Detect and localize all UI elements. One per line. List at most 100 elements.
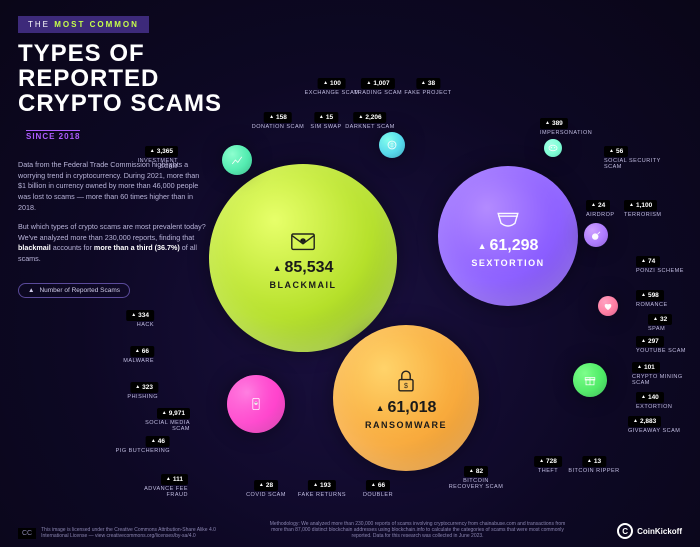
heart-icon: [600, 298, 616, 314]
bubble-giveaway: [573, 363, 607, 397]
tag-label: COVID SCAM: [246, 492, 286, 499]
bomb-icon: [588, 227, 604, 243]
tag-label: DOUBLER: [363, 492, 393, 499]
bubble-label: BLACKMAIL: [270, 280, 337, 290]
bubble-sextortion: 61,298 SEXTORTION: [438, 166, 578, 306]
bubble-value: 61,018: [376, 399, 437, 417]
bubble-label: SEXTORTION: [471, 258, 544, 268]
tag-count: 24: [586, 200, 610, 211]
count-tag: 100EXCHANGE SCAM: [305, 78, 360, 96]
tag-count: 2,206: [353, 112, 386, 123]
bubble-investment: [222, 145, 252, 175]
tag-label: GIVEAWAY SCAM: [628, 428, 680, 435]
count-tag: 56SOCIAL SECURITY SCAM: [604, 146, 664, 171]
count-tag: 389IMPERSONATION: [540, 118, 592, 136]
tag-label: EXCHANGE SCAM: [305, 90, 360, 97]
license-text: This image is licensed under the Creativ…: [41, 527, 218, 539]
count-tag: 193FAKE RETURNS: [298, 480, 346, 498]
bubble-darknet: [379, 132, 405, 158]
bubble-value: 61,298: [478, 237, 539, 255]
tag-count: 1,100: [624, 200, 657, 211]
tag-count: 389: [540, 118, 568, 129]
tag-count: 38: [416, 78, 440, 89]
count-tag: 728THEFT: [534, 456, 562, 474]
tag-label: ROMANCE: [636, 302, 668, 309]
count-tag: 158DONATION SCAM: [252, 112, 305, 130]
tag-count: 74: [636, 256, 660, 267]
tag-count: 728: [534, 456, 562, 467]
tag-label: YOUTUBE SCAM: [636, 348, 686, 355]
count-tag: 2,883GIVEAWAY SCAM: [628, 416, 680, 434]
tag-label: TRADING SCAM: [354, 90, 402, 97]
gift-icon: [582, 372, 598, 388]
bubble-blackmail: 85,534 BLACKMAIL: [209, 164, 397, 352]
mail-skull-icon: [289, 227, 317, 255]
tag-label: HACK: [137, 322, 154, 329]
tag-count: 2,883: [628, 416, 661, 427]
tag-label: SOCIAL SECURITY SCAM: [604, 158, 664, 171]
cc-icon: CC: [18, 528, 36, 539]
tag-label: PIG BUTCHERING: [116, 448, 170, 455]
count-tag: 32SPAM: [648, 314, 672, 332]
tag-count: 101: [632, 362, 660, 373]
underwear-icon: [494, 205, 522, 233]
tag-count: 13: [582, 456, 606, 467]
tag-count: 66: [130, 346, 154, 357]
phone-skull-icon: [248, 396, 264, 412]
tag-label: EXTORTION: [636, 404, 672, 411]
tag-count: 598: [636, 290, 664, 301]
tag-count: 56: [604, 146, 628, 157]
tag-label: DARKNET SCAM: [345, 124, 395, 131]
tag-count: 46: [146, 436, 170, 447]
tag-label: PHISHING: [127, 394, 158, 401]
tag-label: TERRORISM: [624, 212, 662, 219]
count-tag: 24AIRDROP: [586, 200, 615, 218]
tag-label: SPAM: [648, 326, 665, 333]
count-tag: 66DOUBLER: [363, 480, 393, 498]
brand-block: C CoinKickoff: [617, 523, 682, 539]
tag-count: 158: [264, 112, 292, 123]
methodology-text: Methodology: We analyzed more than 230,0…: [268, 521, 568, 539]
tag-label: INVESTMENT SCAM: [118, 158, 178, 171]
tag-label: DONATION SCAM: [252, 124, 305, 131]
count-tag: 74PONZI SCHEME: [636, 256, 684, 274]
count-tag: 1,007TRADING SCAM: [354, 78, 402, 96]
bubble-label: RANSOMWARE: [365, 420, 447, 430]
count-tag: 297YOUTUBE SCAM: [636, 336, 686, 354]
tag-count: 32: [648, 314, 672, 325]
count-tag: 15SIM SWAP: [310, 112, 341, 130]
tag-count: 140: [636, 392, 664, 403]
count-tag: 334HACK: [126, 310, 154, 328]
tag-label: BITCOIN RIPPER: [568, 468, 619, 475]
count-tag: 1,100TERRORISM: [624, 200, 662, 218]
tag-label: BITCOIN RECOVERY SCAM: [446, 478, 506, 491]
brand-logo-icon: C: [617, 523, 633, 539]
bubble-social: [227, 375, 285, 433]
tag-label: FAKE RETURNS: [298, 492, 346, 499]
count-tag: 598ROMANCE: [636, 290, 668, 308]
brand-name: CoinKickoff: [637, 527, 682, 536]
tag-count: 3,365: [145, 146, 178, 157]
count-tag: 140EXTORTION: [636, 392, 672, 410]
chart-icon: [229, 152, 245, 168]
tag-count: 111: [161, 474, 188, 485]
tag-label: THEFT: [538, 468, 558, 475]
svg-text:$: $: [404, 383, 408, 390]
tag-count: 28: [254, 480, 278, 491]
tag-count: 100: [318, 78, 346, 89]
bubble-value: 85,534: [273, 259, 334, 277]
lock-dollar-icon: $: [392, 367, 420, 395]
count-tag: 323PHISHING: [127, 382, 158, 400]
tag-count: 9,971: [157, 408, 190, 419]
count-tag: 101CRYPTO MINING SCAM: [632, 362, 692, 387]
license-block: CC This image is licensed under the Crea…: [18, 527, 218, 539]
tag-label: ADVANCE FEE FRAUD: [128, 486, 188, 499]
count-tag: 46PIG BUTCHERING: [116, 436, 170, 454]
bubble-ransomware: $61,018 RANSOMWARE: [333, 325, 479, 471]
tag-label: AIRDROP: [586, 212, 615, 219]
tag-count: 66: [366, 480, 390, 491]
count-tag: 82BITCOIN RECOVERY SCAM: [446, 466, 506, 491]
bubble-romance: [598, 296, 618, 316]
bubble-other1: [544, 139, 562, 157]
tag-count: 82: [464, 466, 488, 477]
